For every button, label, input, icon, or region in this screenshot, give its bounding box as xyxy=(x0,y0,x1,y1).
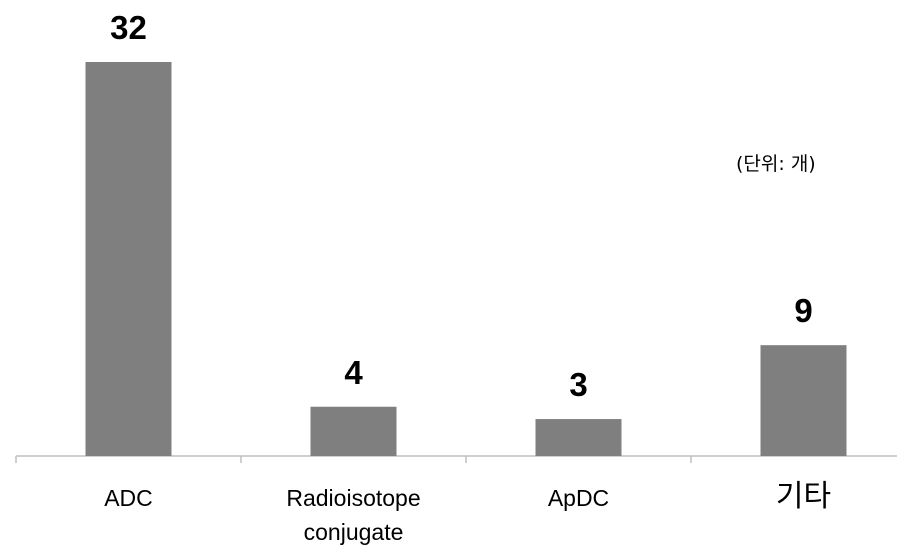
value-labels-group: 32 4 3 9 xyxy=(110,9,813,403)
bars-group xyxy=(86,62,847,456)
category-label-3: 기타 xyxy=(704,480,897,514)
category-label-1: Radioisotope conjugate xyxy=(254,481,454,549)
x-axis-ticks xyxy=(16,456,897,463)
value-label-0: 32 xyxy=(110,9,147,46)
bar-2 xyxy=(536,419,622,456)
value-label-1: 4 xyxy=(344,354,363,391)
category-label-0: ADC xyxy=(29,481,229,515)
value-label-3: 9 xyxy=(794,292,812,329)
category-label-2: ApDC xyxy=(479,481,679,515)
bar-3 xyxy=(761,345,847,456)
unit-note: (단위: 개) xyxy=(736,149,816,176)
value-label-2: 3 xyxy=(569,366,587,403)
bar-0 xyxy=(86,62,172,456)
bar-1 xyxy=(311,407,397,456)
